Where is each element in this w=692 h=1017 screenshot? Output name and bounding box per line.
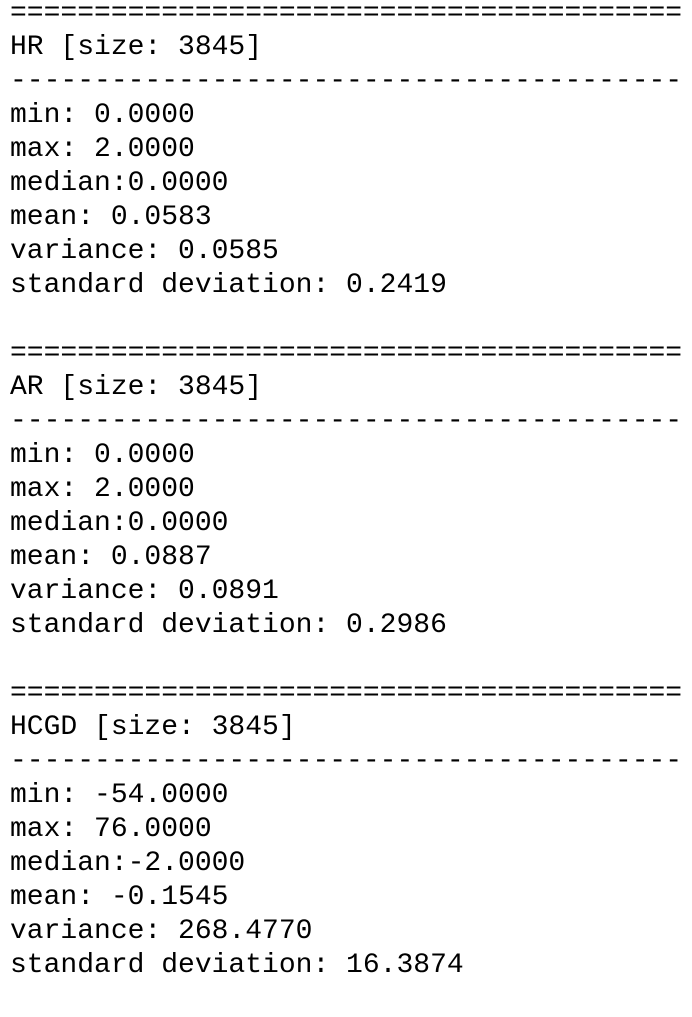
stats-block: ========================================… <box>10 337 692 643</box>
stat-line: variance: 268.4770 <box>10 916 313 947</box>
block-header: HR [size: 3845] <box>10 32 263 63</box>
block-header: HCGD [size: 3845] <box>10 712 296 743</box>
stat-line: median:0.0000 <box>10 508 229 539</box>
stats-block: ========================================… <box>10 677 692 983</box>
separator-line: ======================================== <box>10 678 683 709</box>
stat-line: variance: 0.0891 <box>10 576 279 607</box>
stat-line: median:0.0000 <box>10 168 229 199</box>
stat-line: min: -54.0000 <box>10 780 229 811</box>
stat-line: standard deviation: 0.2419 <box>10 270 447 301</box>
block-header: AR [size: 3845] <box>10 372 263 403</box>
divider-line: ---------------------------------------- <box>10 406 683 437</box>
stat-line: min: 0.0000 <box>10 440 195 471</box>
console-page: ========================================… <box>10 0 683 981</box>
stat-line: standard deviation: 0.2986 <box>10 610 447 641</box>
separator-line: ======================================== <box>10 338 683 369</box>
console-output: ========================================… <box>10 0 692 1017</box>
stat-line: mean: 0.0583 <box>10 202 212 233</box>
stat-line: max: 2.0000 <box>10 474 195 505</box>
stat-line: standard deviation: 16.3874 <box>10 950 464 981</box>
stat-line: min: 0.0000 <box>10 100 195 131</box>
separator-line: ======================================== <box>10 0 683 29</box>
stat-line: variance: 0.0585 <box>10 236 279 267</box>
divider-line: ---------------------------------------- <box>10 66 683 97</box>
stat-line: mean: 0.0887 <box>10 542 212 573</box>
stat-line: mean: -0.1545 <box>10 882 229 913</box>
stats-block: ========================================… <box>10 0 692 303</box>
stat-line: median:-2.0000 <box>10 848 246 879</box>
stat-line: max: 76.0000 <box>10 814 212 845</box>
divider-line: ---------------------------------------- <box>10 746 683 777</box>
stat-line: max: 2.0000 <box>10 134 195 165</box>
